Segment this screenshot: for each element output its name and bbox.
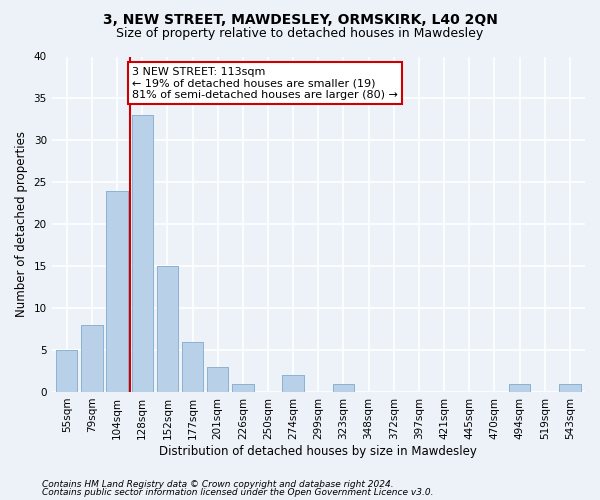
Bar [283,375,304,392]
Bar [106,190,128,392]
Text: Contains public sector information licensed under the Open Government Licence v3: Contains public sector information licen… [42,488,433,497]
Bar [157,266,178,392]
Text: Size of property relative to detached houses in Mawdesley: Size of property relative to detached ho… [116,28,484,40]
Bar [131,115,153,392]
Bar [207,367,229,392]
Bar [232,384,254,392]
Bar [333,384,354,392]
Bar [207,367,229,392]
Bar [56,350,77,392]
Bar [333,384,354,392]
Bar [509,384,530,392]
Bar [81,325,103,392]
Bar [509,384,530,392]
Bar [106,190,128,392]
Bar [157,266,178,392]
Bar [283,375,304,392]
Bar [232,384,254,392]
Bar [81,325,103,392]
X-axis label: Distribution of detached houses by size in Mawdesley: Distribution of detached houses by size … [160,444,477,458]
Bar [559,384,581,392]
Bar [131,115,153,392]
Bar [559,384,581,392]
Text: Contains HM Land Registry data © Crown copyright and database right 2024.: Contains HM Land Registry data © Crown c… [42,480,394,489]
Text: 3, NEW STREET, MAWDESLEY, ORMSKIRK, L40 2QN: 3, NEW STREET, MAWDESLEY, ORMSKIRK, L40 … [103,12,497,26]
Bar [182,342,203,392]
Text: 3 NEW STREET: 113sqm
← 19% of detached houses are smaller (19)
81% of semi-detac: 3 NEW STREET: 113sqm ← 19% of detached h… [132,66,398,100]
Bar [182,342,203,392]
Bar [56,350,77,392]
Y-axis label: Number of detached properties: Number of detached properties [15,131,28,317]
